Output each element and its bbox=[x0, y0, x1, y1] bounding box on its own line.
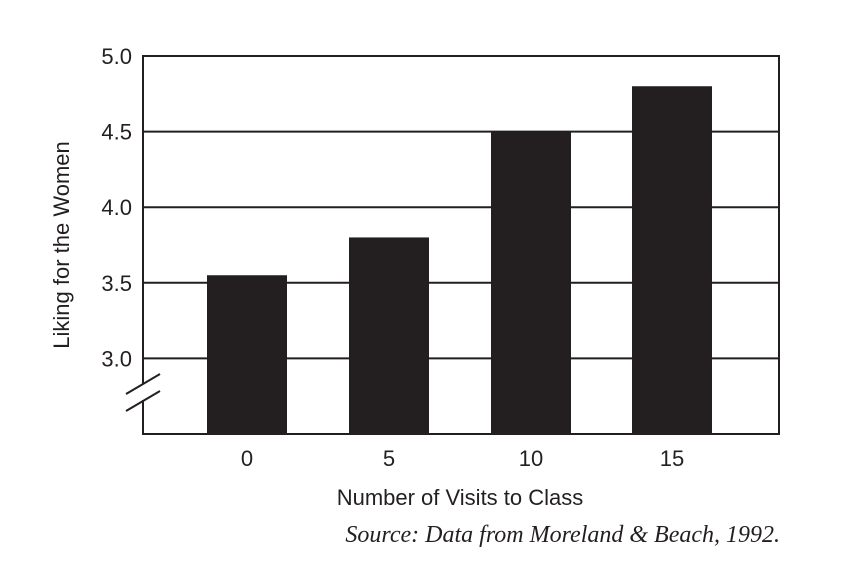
y-tick-label-0: 3.0 bbox=[101, 346, 132, 371]
x-tick-label-3: 15 bbox=[660, 446, 684, 471]
y-tick-labels: 3.0 3.5 4.0 4.5 5.0 bbox=[101, 44, 132, 371]
x-tick-label-1: 5 bbox=[383, 446, 395, 471]
source-note: Source: Data from Moreland & Beach, 1992… bbox=[345, 522, 780, 548]
bar-0 bbox=[207, 275, 287, 434]
x-tick-label-2: 10 bbox=[519, 446, 543, 471]
axis-break-mark bbox=[123, 360, 163, 434]
y-tick-label-3: 4.5 bbox=[101, 120, 132, 145]
y-tick-label-4: 5.0 bbox=[101, 44, 132, 69]
x-axis-title: Number of Visits to Class bbox=[337, 485, 584, 510]
bar-15 bbox=[632, 86, 712, 435]
x-tick-label-0: 0 bbox=[241, 446, 253, 471]
bar-10 bbox=[491, 131, 571, 434]
y-tick-label-2: 4.0 bbox=[101, 195, 132, 220]
bar-5 bbox=[349, 237, 429, 434]
plot-frame bbox=[142, 55, 780, 435]
y-tick-label-1: 3.5 bbox=[101, 271, 132, 296]
bars bbox=[207, 86, 712, 435]
y-axis-title: Liking for the Women bbox=[49, 141, 74, 348]
x-tick-labels: 0 5 10 15 bbox=[241, 446, 684, 471]
